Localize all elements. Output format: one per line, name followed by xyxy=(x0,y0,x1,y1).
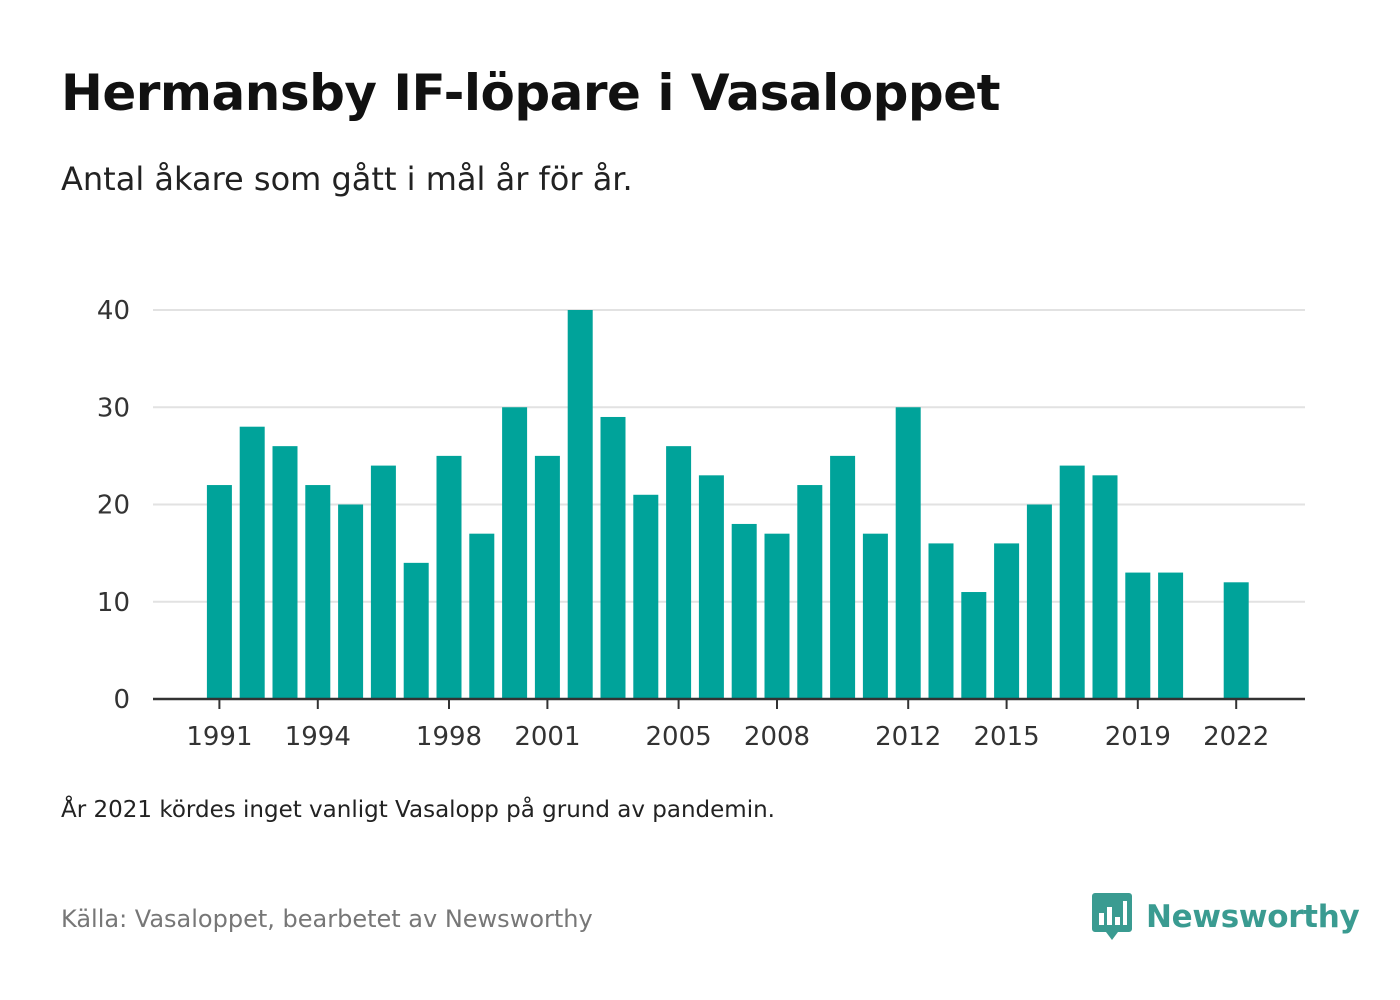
bar-2007 xyxy=(731,523,757,699)
bar-1996 xyxy=(370,465,396,699)
bar-1998 xyxy=(436,455,462,699)
bar-1993 xyxy=(272,446,298,699)
footnote: År 2021 kördes inget vanligt Vasalopp på… xyxy=(61,797,775,823)
y-tick-label: 40 xyxy=(97,296,130,326)
y-tick-labels: 0 10 20 30 40 xyxy=(97,296,130,715)
source-text: Källa: Vasaloppet, bearbetet av Newswort… xyxy=(61,905,593,933)
bar-chart: 0 10 20 30 40 1991 1994 1998 2001 2005 2008 2012 20… xyxy=(97,296,1305,752)
bar-2009 xyxy=(797,485,823,699)
chart-subtitle: Antal åkare som gått i mål år för år. xyxy=(61,160,633,198)
x-tick-label: 2015 xyxy=(974,722,1040,752)
bar-2015 xyxy=(994,543,1020,699)
x-tick-label: 2001 xyxy=(514,722,580,752)
bar-chart-speech-bubble-icon xyxy=(1092,893,1132,940)
bar-2008 xyxy=(764,533,790,699)
y-tick-label: 20 xyxy=(97,491,130,521)
bar-2020 xyxy=(1158,572,1184,699)
bar-2002 xyxy=(567,310,593,699)
bar-1997 xyxy=(403,562,429,699)
bar-1995 xyxy=(338,504,364,699)
bar-2006 xyxy=(698,475,724,699)
bar-2000 xyxy=(502,407,528,699)
bar-1999 xyxy=(469,533,495,699)
bar-1992 xyxy=(239,426,265,699)
bar-2010 xyxy=(830,455,856,699)
bar-2005 xyxy=(666,446,692,699)
bar-2016 xyxy=(1026,504,1052,699)
x-tick-label: 2008 xyxy=(744,722,810,752)
x-tick-label: 1998 xyxy=(416,722,482,752)
y-tick-label: 30 xyxy=(97,393,130,423)
x-tick-label: 1994 xyxy=(285,722,351,752)
bar-2003 xyxy=(600,416,626,699)
bar-2022 xyxy=(1223,582,1249,699)
bar-2018 xyxy=(1092,475,1118,699)
x-axis xyxy=(153,697,1305,709)
bar-2014 xyxy=(961,592,987,699)
bar-2013 xyxy=(928,543,954,699)
x-tick-label: 2005 xyxy=(646,722,712,752)
bar-1991 xyxy=(206,485,232,699)
bar-2001 xyxy=(534,455,560,699)
bars xyxy=(206,310,1249,699)
bar-2017 xyxy=(1059,465,1085,699)
x-tick-label: 2022 xyxy=(1203,722,1269,752)
bar-2012 xyxy=(895,407,921,699)
brand-name: Newsworthy xyxy=(1146,899,1360,935)
chart-title: Hermansby IF-löpare i Vasaloppet xyxy=(61,64,1001,122)
bar-2011 xyxy=(862,533,888,699)
x-tick-label: 2019 xyxy=(1105,722,1171,752)
newsworthy-logo: Newsworthy xyxy=(1092,893,1360,941)
x-tick-label: 1991 xyxy=(186,722,252,752)
bar-1994 xyxy=(305,485,331,699)
x-tick-label: 2012 xyxy=(875,722,941,752)
y-tick-label: 10 xyxy=(97,588,130,618)
y-tick-label: 0 xyxy=(113,685,130,715)
x-tick-labels: 1991 1994 1998 2001 2005 2008 2012 2015 2019 2022 xyxy=(186,722,1269,752)
bar-2004 xyxy=(633,494,659,699)
bar-2019 xyxy=(1125,572,1151,699)
